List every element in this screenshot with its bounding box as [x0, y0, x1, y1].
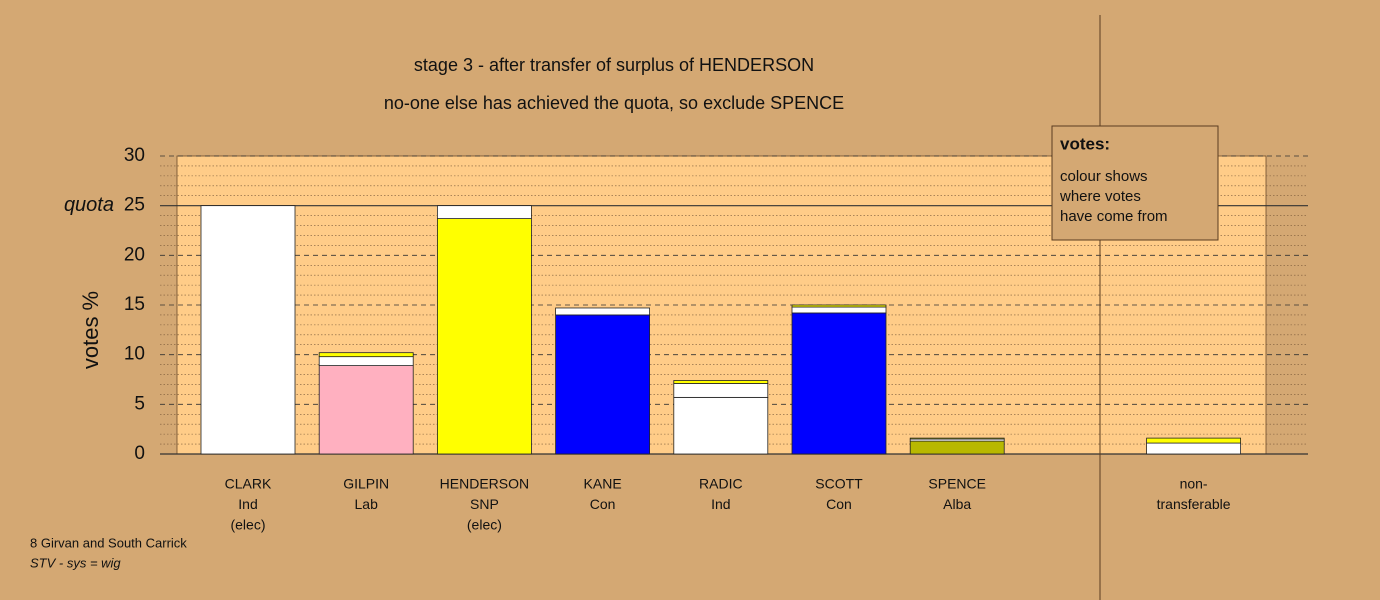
bar-segment	[673, 396, 769, 455]
x-tick-label: non-	[1180, 476, 1208, 492]
x-tick-label: SPENCE	[928, 476, 986, 492]
bar-segment	[318, 352, 414, 358]
x-tick-label: transferable	[1157, 496, 1231, 512]
x-tick-label: HENDERSON	[440, 476, 529, 492]
bar-segment	[673, 383, 769, 398]
footer: 8 Girvan and South Carrick	[30, 535, 187, 550]
x-tick-label: KANE	[584, 476, 622, 492]
x-tick-label: Con	[590, 496, 616, 512]
x-tick-label: SCOTT	[815, 476, 863, 492]
x-tick-label: CLARK	[225, 476, 272, 492]
bar-segment	[200, 205, 296, 455]
bar-segment	[555, 314, 650, 455]
y-tick-label: 0	[134, 443, 145, 464]
legend: votes: colour shows where votes have com…	[1051, 125, 1219, 241]
grid: 0 5 10 15 20 25 30 quota CLARK Ind (elec) GILPIN Lab…	[64, 145, 1308, 533]
y-tick-label: 25	[124, 195, 145, 216]
bar-segment	[1146, 442, 1241, 455]
legend-text: have come from	[1060, 208, 1168, 225]
y-tick-label: 5	[134, 393, 145, 414]
legend-title: votes:	[1060, 134, 1110, 153]
legend-text: where votes	[1059, 188, 1141, 205]
bar-segment	[791, 304, 887, 308]
bar-segment	[436, 218, 532, 455]
chart-subtitle: no-one else has achieved the quota, so e…	[384, 93, 844, 113]
x-tick-label: Ind	[238, 496, 257, 512]
y-tick-label: 15	[124, 294, 145, 315]
bar-segment	[673, 380, 769, 384]
bar-segment	[1146, 437, 1241, 444]
y-tick-label: 30	[124, 145, 145, 166]
bar-segment	[318, 356, 414, 366]
x-tick-label: RADIC	[699, 476, 743, 492]
x-tick-label: SNP	[470, 496, 499, 512]
bar-segment	[791, 306, 887, 314]
quota-label: quota	[64, 194, 114, 216]
chart-title: stage 3 - after transfer of surplus of H…	[414, 55, 814, 75]
x-tick-label: Alba	[943, 496, 971, 512]
legend-text: colour shows	[1060, 168, 1148, 185]
bar-segment	[909, 440, 1005, 455]
y-axis-label: votes %	[78, 291, 103, 369]
x-tick-label: Ind	[711, 496, 730, 512]
x-tick-label: (elec)	[230, 517, 265, 533]
x-tick-label: (elec)	[467, 517, 502, 533]
bar-segment	[436, 205, 532, 219]
bars	[200, 205, 1241, 455]
y-tick-label: 20	[124, 244, 145, 265]
bar-segment	[318, 365, 414, 455]
bar-segment	[909, 437, 1005, 440]
x-tick-label: GILPIN	[343, 476, 389, 492]
bar-segment	[791, 312, 887, 455]
x-tick-label: Lab	[355, 496, 379, 512]
legend-box	[1051, 125, 1219, 241]
footer: STV - sys = wig	[30, 555, 121, 570]
bar-segment	[555, 307, 650, 316]
y-tick-label: 10	[124, 344, 145, 365]
x-tick-label: Con	[826, 496, 852, 512]
